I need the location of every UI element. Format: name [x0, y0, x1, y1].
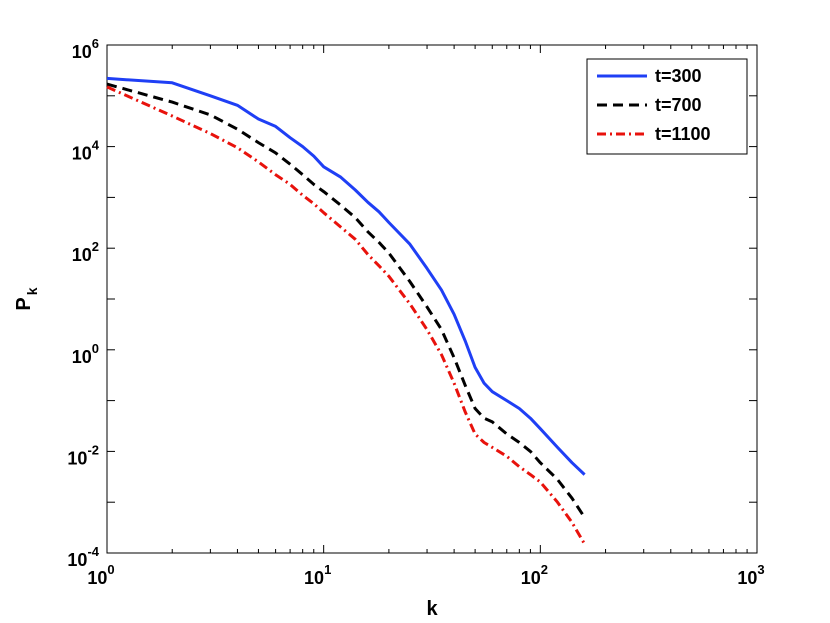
y-axis-label-subscript: k: [24, 287, 40, 295]
legend-entry: t=700: [655, 95, 702, 115]
y-axis-label-main: P: [13, 297, 35, 310]
x-tick-label-base: 10: [521, 568, 541, 588]
y-tick-label: 10-2: [67, 442, 99, 468]
series-line-2: [106, 82, 586, 519]
y-tick-label-base: 10: [67, 448, 87, 468]
x-tick-label: 102: [521, 562, 548, 588]
y-tick-label: 104: [72, 138, 100, 164]
legend-entry: t=300: [655, 66, 702, 86]
y-tick-label-base: 10: [72, 144, 92, 164]
y-tick-label: 102: [72, 239, 99, 265]
x-tick-label-exponent: 3: [757, 562, 764, 577]
series-lines: [106, 76, 586, 545]
y-tick-label-exponent: -4: [87, 544, 99, 559]
y-tick-label-base: 10: [72, 245, 92, 265]
y-tick-label-exponent: 4: [92, 138, 100, 153]
ticks: [106, 44, 757, 554]
x-axis-label: k: [426, 598, 438, 620]
y-tick-label: 106: [72, 36, 99, 62]
y-tick-label: 10-4: [67, 544, 99, 570]
y-tick-label-base: 10: [67, 550, 87, 570]
y-tick-label-exponent: 0: [92, 341, 99, 356]
y-tick-label-base: 10: [72, 42, 92, 62]
x-tick-label: 100: [87, 562, 114, 588]
x-tick-label-exponent: 0: [107, 562, 114, 577]
y-tick-label-base: 10: [72, 347, 92, 367]
y-tick-label-exponent: -2: [87, 442, 99, 457]
x-tick-label-exponent: 2: [541, 562, 548, 577]
legend-entry: t=1100: [655, 124, 711, 144]
y-axis-label: Pk: [13, 287, 40, 310]
x-tick-label: 101: [304, 562, 331, 588]
y-tick-label: 100: [72, 341, 99, 367]
x-tick-label-base: 10: [304, 568, 324, 588]
legend: t=300 t=700 t=1100: [586, 58, 748, 155]
y-tick-label-exponent: 6: [92, 36, 99, 51]
y-tick-label-exponent: 2: [92, 239, 99, 254]
x-tick-label-base: 10: [737, 568, 757, 588]
x-tick-label: 103: [737, 562, 764, 588]
series-line-1: [106, 76, 586, 476]
x-tick-label-exponent: 1: [324, 562, 331, 577]
x-tick-label-base: 10: [87, 568, 107, 588]
